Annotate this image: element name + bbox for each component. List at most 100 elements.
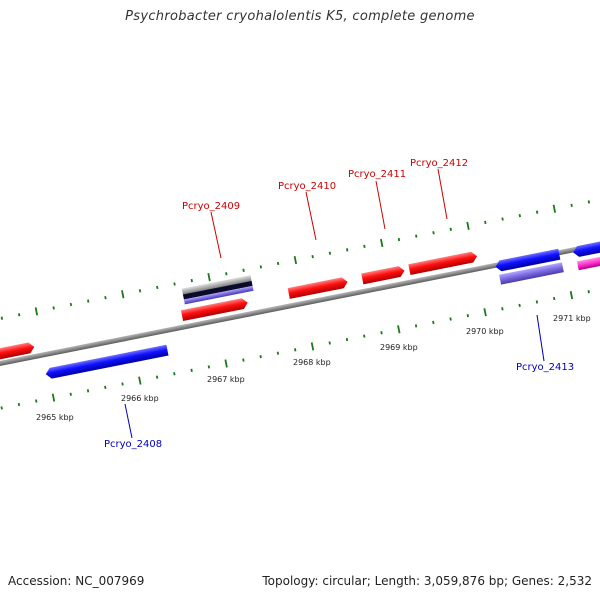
- forward-scale-tick: [432, 231, 435, 235]
- forward-scale-tick: [397, 237, 401, 242]
- forward-scale-tick: [570, 203, 573, 208]
- forward-scale-tick: [466, 221, 470, 230]
- gene-pcryo-2411-feature[interactable]: [361, 265, 405, 285]
- reverse-scale-tick: [535, 300, 539, 304]
- scale-label-2968: 2968 kbp: [293, 358, 331, 367]
- forward-scale-tick: [587, 200, 591, 204]
- leader-line-pcryo-2409: [210, 211, 222, 259]
- forward-scale-tick: [0, 316, 4, 320]
- accession-text: Accession: NC_007969: [8, 574, 145, 588]
- reverse-scale-tick: [35, 399, 38, 403]
- reverse-scale-tick: [345, 337, 349, 342]
- reverse-scale-ticks: [0, 290, 590, 410]
- scale-label-2965: 2965 kbp: [36, 413, 74, 422]
- forward-scale-tick: [311, 254, 314, 259]
- gene-pcryo-2413-feature[interactable]: [494, 248, 561, 272]
- forward-scale-tick: [87, 299, 90, 303]
- gene-label-pcryo-2410[interactable]: Pcryo_2410: [278, 181, 336, 192]
- reverse-scale-tick: [310, 342, 315, 351]
- reverse-scale-tick: [363, 334, 366, 338]
- reverse-scale-tick: [207, 365, 211, 369]
- forward-scale-tick: [276, 261, 280, 266]
- genome-title: Psychrobacter cryohalolentis K5, complet…: [125, 9, 475, 24]
- forward-scale-tick: [52, 306, 55, 310]
- reverse-scale-tick: [0, 406, 3, 410]
- reverse-scale-tick: [259, 354, 262, 359]
- gene-label-pcryo-2413[interactable]: Pcryo_2413: [516, 362, 574, 373]
- scale-label-2967: 2967 kbp: [207, 375, 245, 384]
- forward-scale-tick: [225, 272, 228, 276]
- reverse-scale-tick: [432, 320, 435, 325]
- reverse-scale-tick: [224, 359, 228, 368]
- forward-scale-tick: [207, 273, 211, 282]
- forward-scale-tick: [484, 220, 487, 225]
- scale-label-2966: 2966 kbp: [121, 394, 159, 403]
- reverse-scale-tick: [173, 372, 176, 376]
- reverse-scale-tick: [104, 385, 107, 390]
- scale-label-2969: 2969 kbp: [380, 343, 418, 352]
- reverse-scale-tick: [86, 389, 90, 393]
- reverse-scale-tick: [17, 402, 21, 407]
- genome-backbone: [0, 235, 600, 373]
- forward-scale-tick: [156, 285, 159, 290]
- forward-scale-tick: [345, 248, 349, 252]
- reverse-scale-tick: [380, 331, 383, 335]
- forward-scale-tick: [173, 282, 176, 286]
- gene-pcryo-2410-feature[interactable]: [287, 276, 349, 299]
- gene-feature-pink[interactable]: [576, 249, 600, 271]
- gene-label-pcryo-2408[interactable]: Pcryo_2408: [104, 439, 162, 450]
- reverse-scale-tick: [242, 358, 245, 362]
- forward-scale-tick: [449, 227, 452, 231]
- forward-scale-tick: [138, 289, 142, 293]
- gene-label-pcryo-2412[interactable]: Pcryo_2412: [410, 158, 468, 169]
- reverse-scale-tick: [138, 376, 142, 385]
- forward-scale-tick: [190, 278, 193, 283]
- reverse-scale-tick: [328, 341, 331, 345]
- forward-scale-tick: [242, 268, 245, 272]
- gene-feature-forward[interactable]: [0, 342, 35, 365]
- purple-feature: [183, 285, 254, 305]
- forward-scale-tick: [121, 290, 125, 299]
- gray-feature: [181, 275, 252, 296]
- forward-scale-tick: [34, 307, 39, 316]
- gene-feature-reverse-right[interactable]: [572, 235, 600, 258]
- reverse-scale-tick: [155, 375, 159, 379]
- forward-scale-tick: [69, 302, 73, 307]
- forward-scale-tick: [535, 210, 539, 214]
- leader-line-pcryo-2412: [437, 168, 448, 220]
- reverse-scale-tick: [569, 291, 574, 300]
- reverse-scale-tick: [121, 382, 124, 386]
- reverse-scale-tick: [276, 351, 280, 355]
- reverse-scale-tick: [587, 290, 590, 294]
- reverse-scale-tick: [397, 325, 401, 334]
- gene-pcryo-2413-alt-feature[interactable]: [499, 262, 564, 285]
- forward-scale-tick: [518, 213, 521, 218]
- reverse-scale-tick: [518, 303, 521, 308]
- leader-line-pcryo-2408: [124, 403, 133, 439]
- reverse-scale-tick: [466, 313, 470, 318]
- forward-scale-tick: [552, 204, 557, 213]
- forward-scale-tick: [104, 296, 107, 300]
- forward-scale-tick: [380, 238, 384, 248]
- gene-label-pcryo-2411[interactable]: Pcryo_2411: [348, 169, 406, 180]
- gene-label-pcryo-2409[interactable]: Pcryo_2409: [182, 201, 240, 212]
- forward-scale-ticks: [0, 200, 591, 320]
- leader-line-pcryo-2410: [305, 191, 317, 241]
- genome-summary-text: Topology: circular; Length: 3,059,876 bp…: [262, 574, 592, 588]
- gene-pcryo-2412-feature[interactable]: [408, 251, 478, 275]
- gene-pcryo-2409-feature[interactable]: [180, 297, 249, 322]
- leader-line-pcryo-2411: [375, 180, 386, 230]
- forward-scale-tick: [17, 313, 21, 317]
- forward-scale-tick: [501, 217, 504, 221]
- leader-line-pcryo-2413: [536, 314, 545, 362]
- scale-label-2971: 2971 kbp: [553, 314, 591, 323]
- dark-feature: [182, 280, 253, 300]
- forward-scale-tick: [328, 251, 332, 255]
- reverse-scale-tick: [294, 348, 297, 352]
- gene-pcryo-2408-feature[interactable]: [45, 344, 169, 380]
- forward-scale-tick: [259, 265, 263, 269]
- reverse-scale-tick: [190, 368, 193, 372]
- forward-scale-tick: [363, 244, 366, 249]
- reverse-scale-tick: [414, 324, 418, 328]
